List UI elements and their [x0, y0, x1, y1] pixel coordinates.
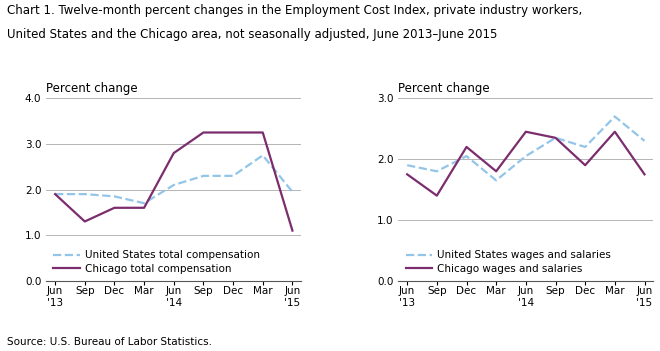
Chicago total compensation: [229, 130, 237, 134]
Line: United States wages and salaries: United States wages and salaries: [407, 117, 645, 180]
Chicago wages and salaries: [641, 172, 649, 177]
United States wages and salaries: [581, 145, 589, 149]
Chicago total compensation: [51, 192, 59, 196]
Text: Percent change: Percent change: [398, 82, 490, 95]
Text: Source: U.S. Bureau of Labor Statistics.: Source: U.S. Bureau of Labor Statistics.: [7, 338, 212, 347]
United States wages and salaries: [611, 114, 619, 119]
Chicago wages and salaries: [492, 169, 500, 173]
Line: Chicago wages and salaries: Chicago wages and salaries: [407, 132, 645, 196]
United States total compensation: [199, 174, 207, 178]
Chicago wages and salaries: [403, 172, 411, 177]
Legend: United States total compensation, Chicago total compensation: United States total compensation, Chicag…: [51, 248, 262, 276]
Chicago total compensation: [170, 151, 178, 155]
Legend: United States wages and salaries, Chicago wages and salaries: United States wages and salaries, Chicag…: [403, 248, 612, 276]
Line: Chicago total compensation: Chicago total compensation: [55, 132, 292, 231]
United States total compensation: [229, 174, 237, 178]
Chicago wages and salaries: [463, 145, 471, 149]
Chicago wages and salaries: [433, 193, 441, 198]
United States total compensation: [110, 194, 118, 199]
Chicago wages and salaries: [552, 136, 560, 140]
United States wages and salaries: [403, 163, 411, 167]
United States total compensation: [140, 201, 148, 205]
Chicago total compensation: [288, 229, 296, 233]
United States wages and salaries: [522, 154, 530, 158]
Chicago total compensation: [110, 206, 118, 210]
Chicago total compensation: [259, 130, 267, 134]
Chicago total compensation: [140, 206, 148, 210]
Chicago total compensation: [81, 219, 88, 224]
Chicago wages and salaries: [522, 130, 530, 134]
Chicago wages and salaries: [611, 130, 619, 134]
United States total compensation: [288, 190, 296, 194]
Text: Percent change: Percent change: [46, 82, 138, 95]
United States wages and salaries: [641, 139, 649, 143]
United States total compensation: [51, 192, 59, 196]
Text: Chart 1. Twelve-month percent changes in the Employment Cost Index, private indu: Chart 1. Twelve-month percent changes in…: [7, 4, 582, 16]
United States wages and salaries: [463, 154, 471, 158]
Chicago wages and salaries: [581, 163, 589, 167]
United States total compensation: [81, 192, 88, 196]
Line: United States total compensation: United States total compensation: [55, 155, 292, 203]
Text: United States and the Chicago area, not seasonally adjusted, June 2013–June 2015: United States and the Chicago area, not …: [7, 28, 497, 41]
United States wages and salaries: [552, 136, 560, 140]
United States total compensation: [170, 183, 178, 187]
United States total compensation: [259, 153, 267, 157]
United States wages and salaries: [433, 169, 441, 173]
United States wages and salaries: [492, 178, 500, 183]
Chicago total compensation: [199, 130, 207, 134]
